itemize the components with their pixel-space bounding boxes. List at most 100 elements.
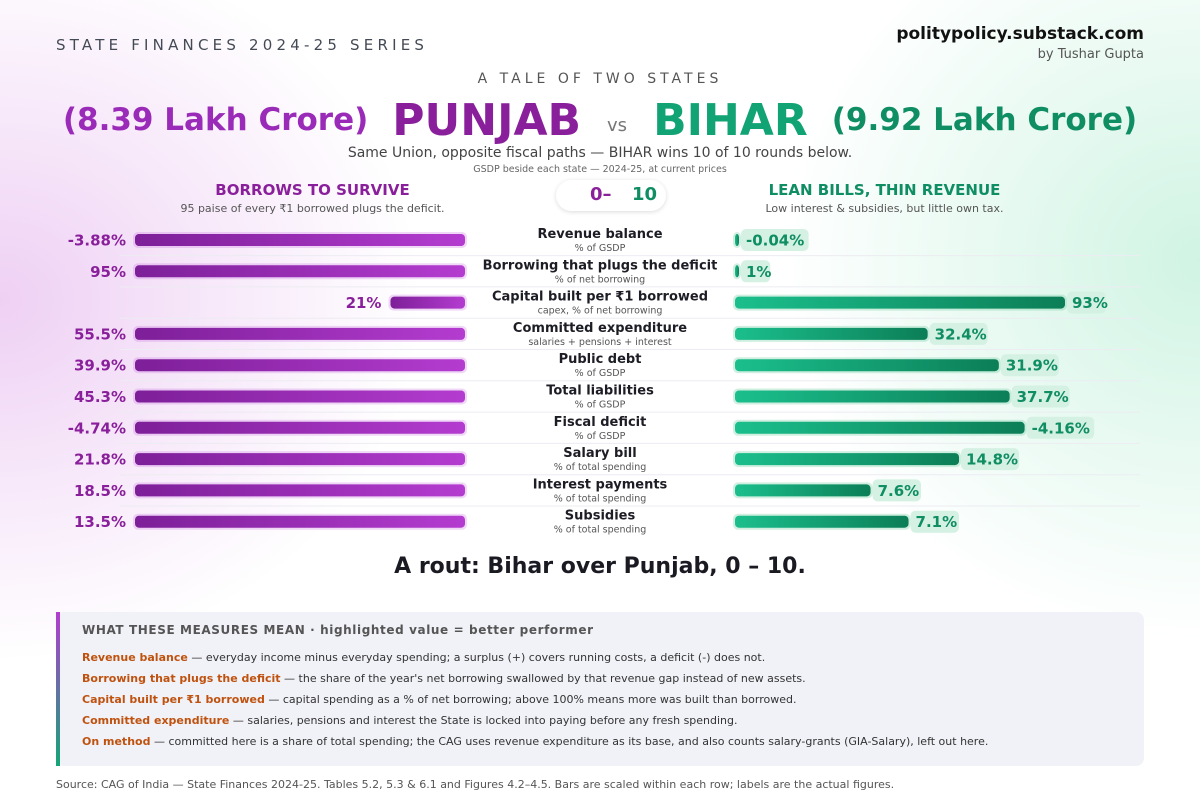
punjab-value-label: 18.5%	[74, 482, 126, 500]
bihar-value-highlight	[741, 260, 771, 283]
metric-unit-label: % of GSDP	[575, 431, 626, 442]
punjab-value-label: -3.88%	[68, 232, 126, 250]
bihar-value-highlight	[872, 479, 921, 502]
punjab-value-label: 45.3%	[74, 388, 126, 406]
bihar-value-highlight	[929, 322, 988, 345]
punjab-bar	[135, 390, 465, 403]
verdict: A rout: Bihar over Punjab, 0 – 10.	[394, 554, 806, 579]
punjab-value-label: 95%	[90, 263, 126, 281]
punjab-bar	[135, 327, 465, 340]
bihar-subheading: Low interest & subsidies, but little own…	[765, 202, 1004, 215]
bihar-value-highlight	[1067, 291, 1106, 314]
tagline: Same Union, opposite fiscal paths — BIHA…	[347, 145, 853, 161]
definition-item: Borrowing that plugs the deficit — the s…	[82, 672, 806, 685]
definition-item: Capital built per ₹1 borrowed — capital …	[82, 693, 796, 706]
definition-item: Committed expenditure — salaries, pensio…	[82, 714, 738, 727]
metric-label: Subsidies	[565, 509, 636, 524]
bihar-value-label: 7.6%	[878, 482, 920, 500]
metric-unit-label: % of GSDP	[575, 243, 626, 254]
definition-term: On method	[82, 735, 151, 748]
bihar-bar	[735, 265, 739, 278]
kicker: A TALE OF TWO STATES	[477, 71, 723, 87]
definitions-panel: WHAT THESE MEASURES MEAN · highlighted v…	[56, 612, 1144, 766]
bihar-value-label: 7.1%	[916, 513, 958, 531]
punjab-bar	[135, 234, 465, 246]
definition-term: Capital built per ₹1 borrowed	[82, 693, 265, 706]
bihar-value-label: 14.8%	[966, 451, 1018, 469]
bihar-heading: LEAN BILLS, THIN REVENUE	[768, 181, 1001, 199]
headline: (8.39 Lakh Crore) PUNJAB vs BIHAR (9.92 …	[0, 92, 1200, 148]
metric-unit-label: salaries + pensions + interest	[528, 337, 672, 348]
series-label: STATE FINANCES 2024-25 SERIES	[56, 36, 429, 54]
gsdp-note: GSDP beside each state — 2024-25, at cur…	[473, 164, 727, 175]
metric-label: Committed expenditure	[513, 321, 687, 336]
metric-label: Borrowing that plugs the deficit	[483, 258, 718, 273]
punjab-bar	[390, 296, 465, 309]
bihar-bar	[735, 453, 960, 466]
bihar-bar	[735, 484, 871, 497]
bihar-score: 10	[632, 184, 658, 205]
source-note: Source: CAG of India — State Finances 20…	[56, 778, 895, 791]
bihar-bar	[735, 390, 1010, 403]
definition-term: Committed expenditure	[82, 714, 230, 727]
bihar-value-label: 31.9%	[1006, 357, 1058, 375]
metric-unit-label: % of net borrowing	[555, 274, 645, 285]
bihar-value-highlight	[910, 510, 959, 533]
metric-unit-label: capex, % of net borrowing	[538, 306, 663, 317]
definition-item: On method — committed here is a share of…	[82, 735, 988, 748]
punjab-heading: BORROWS TO SURVIVE	[215, 181, 410, 199]
byline: by Tushar Gupta	[1037, 47, 1144, 62]
punjab-bar	[135, 484, 465, 497]
punjab-subheading: 95 paise of every ₹1 borrowed plugs the …	[180, 202, 445, 215]
site-name[interactable]: politypolicy.substack.com	[896, 24, 1144, 44]
definition-text: — committed here is a share of total spe…	[150, 735, 989, 748]
metric-label: Capital built per ₹1 borrowed	[492, 290, 708, 305]
bihar-bar	[735, 515, 909, 528]
bihar-value-label: 32.4%	[935, 325, 987, 343]
bihar-value-highlight	[741, 229, 809, 251]
bihar-title: BIHAR	[653, 94, 808, 146]
bihar-gsdp: (9.92 Lakh Crore)	[831, 102, 1138, 138]
bihar-bar	[735, 421, 1025, 434]
punjab-score: 0–	[590, 184, 612, 205]
punjab-value-label: 21%	[346, 294, 382, 312]
metric-label: Revenue balance	[537, 227, 662, 242]
bihar-bar	[735, 359, 999, 372]
metric-unit-label: % of GSDP	[575, 368, 626, 379]
definitions-title: WHAT THESE MEASURES MEAN · highlighted v…	[82, 623, 594, 637]
bihar-value-highlight	[1011, 385, 1070, 408]
metric-label: Total liabilities	[546, 384, 654, 399]
punjab-value-label: -4.74%	[68, 419, 126, 437]
definition-text: — capital spending as a % of net borrowi…	[264, 693, 797, 706]
definition-text: — everyday income minus everyday spendin…	[187, 651, 766, 664]
bihar-value-label: 37.7%	[1017, 388, 1069, 406]
punjab-value-label: 13.5%	[74, 513, 126, 531]
punjab-bar	[135, 453, 465, 466]
punjab-bar	[135, 265, 465, 278]
bihar-value-label: -0.04%	[746, 232, 804, 250]
punjab-bar	[135, 421, 465, 434]
bihar-bar	[735, 327, 928, 340]
punjab-bar	[135, 359, 465, 372]
metric-label: Interest payments	[533, 477, 668, 492]
metric-unit-label: % of total spending	[554, 493, 647, 504]
metric-unit-label: % of GSDP	[575, 400, 626, 411]
definition-term: Borrowing that plugs the deficit	[82, 672, 281, 685]
bihar-bar	[735, 234, 739, 246]
metric-label: Public debt	[559, 352, 642, 367]
definition-text: — the share of the year's net borrowing …	[280, 672, 806, 685]
bihar-value-highlight	[1000, 354, 1059, 377]
definition-term: Revenue balance	[82, 651, 188, 664]
punjab-value-label: 55.5%	[74, 325, 126, 343]
metric-unit-label: % of total spending	[554, 525, 647, 536]
bihar-value-highlight	[961, 448, 1020, 471]
bihar-bar	[735, 296, 1065, 309]
definition-item: Revenue balance — everyday income minus …	[82, 651, 765, 664]
punjab-bar	[135, 515, 465, 528]
definition-text: — salaries, pensions and interest the St…	[229, 714, 738, 727]
metric-unit-label: % of total spending	[554, 462, 647, 473]
vs-label: vs	[607, 114, 628, 136]
punjab-gsdp: (8.39 Lakh Crore)	[62, 102, 369, 138]
bihar-value-label: 1%	[746, 263, 771, 281]
